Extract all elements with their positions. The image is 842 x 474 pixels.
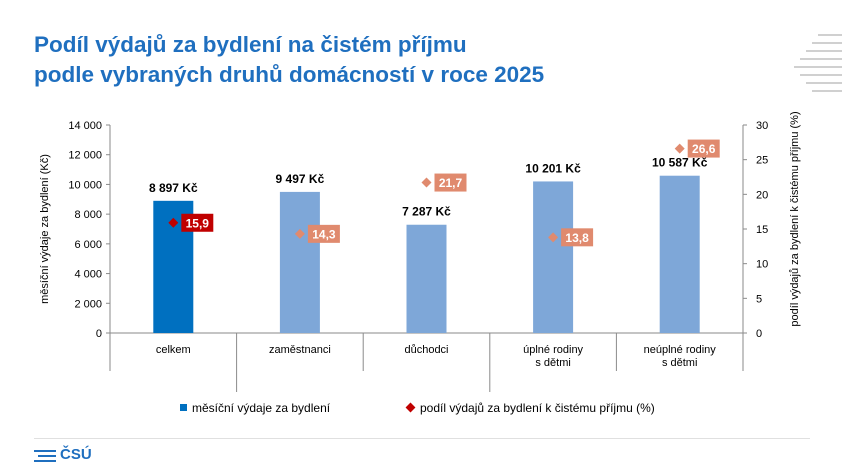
right-tick-label: 10 [756,259,768,271]
left-tick-label: 12 000 [68,150,102,162]
decorative-stripes-icon [794,34,842,92]
share-point [674,143,685,154]
category-label: úplné rodiny [523,344,583,356]
right-tick-label: 20 [756,189,768,201]
bar [533,181,574,333]
bar [279,191,320,333]
logo-text: ČSÚ [60,446,92,463]
share-value-label: 14,3 [312,227,336,241]
left-tick-label: 8 000 [74,209,102,221]
right-tick-label: 0 [756,328,762,340]
bar [659,175,700,333]
chart-title-line-1: Podíl výdajů za bydlení na čistém příjmu [34,32,467,57]
right-tick-label: 25 [756,155,768,167]
bar-value-label: 8 897 Kč [149,181,198,195]
right-axis-title: podíl výdajů za bydlení k čistému příjmu… [789,111,801,326]
right-tick-label: 30 [756,120,768,132]
share-point [548,232,559,243]
left-tick-label: 0 [96,328,102,340]
category-label: celkem [156,344,191,356]
chart-title-line-2: podle vybraných druhů domácností v roce … [34,62,545,87]
left-tick-label: 14 000 [68,120,102,132]
right-tick-label: 5 [756,293,762,305]
share-point [421,177,432,188]
share-point [294,228,305,239]
left-tick-label: 2 000 [74,298,102,310]
share-label-box [181,213,214,232]
left-tick-label: 6 000 [74,239,102,251]
bar-value-label: 10 201 Kč [525,161,581,175]
legend-square-marker [180,404,187,411]
category-label: neúplné rodiny [644,344,717,356]
left-axis-title: měsíční výdaje za bydlení (Kč) [39,154,51,304]
share-label-box [561,228,594,247]
logo-stripes-icon [34,450,56,462]
share-label-box [434,173,467,192]
legend-diamond-marker [405,402,416,413]
category-label: s dětmi [662,357,697,369]
legend-label-share: podíl výdajů za bydlení k čistému příjmu… [420,401,655,415]
category-label: s dětmi [535,357,570,369]
right-tick-label: 15 [756,224,768,236]
bar [406,224,447,333]
legend-label-expenses: měsíční výdaje za bydlení [192,401,331,415]
share-label-box [687,139,720,158]
share-label-box [307,224,340,243]
share-value-label: 26,6 [692,142,716,156]
category-label: důchodci [404,344,448,356]
combo-chart: 0 2 000 4 000 6 000 8 000 10 000 12 000 14 000 0… [39,111,801,392]
share-point [168,217,179,228]
left-tick-label: 10 000 [68,179,102,191]
chart-title: Podíl výdajů za bydlení na čistém příjmu… [34,30,544,90]
bar-value-label: 7 287 Kč [402,205,451,219]
bar-value-label: 9 497 Kč [276,172,325,186]
category-label: zaměstnanci [269,344,331,356]
bar-value-label: 10 587 Kč [652,156,708,170]
share-value-label: 21,7 [439,176,463,190]
left-tick-label: 4 000 [74,269,102,281]
footer-divider [34,438,810,439]
share-value-label: 15,9 [186,216,210,230]
share-value-label: 13,8 [565,231,589,245]
